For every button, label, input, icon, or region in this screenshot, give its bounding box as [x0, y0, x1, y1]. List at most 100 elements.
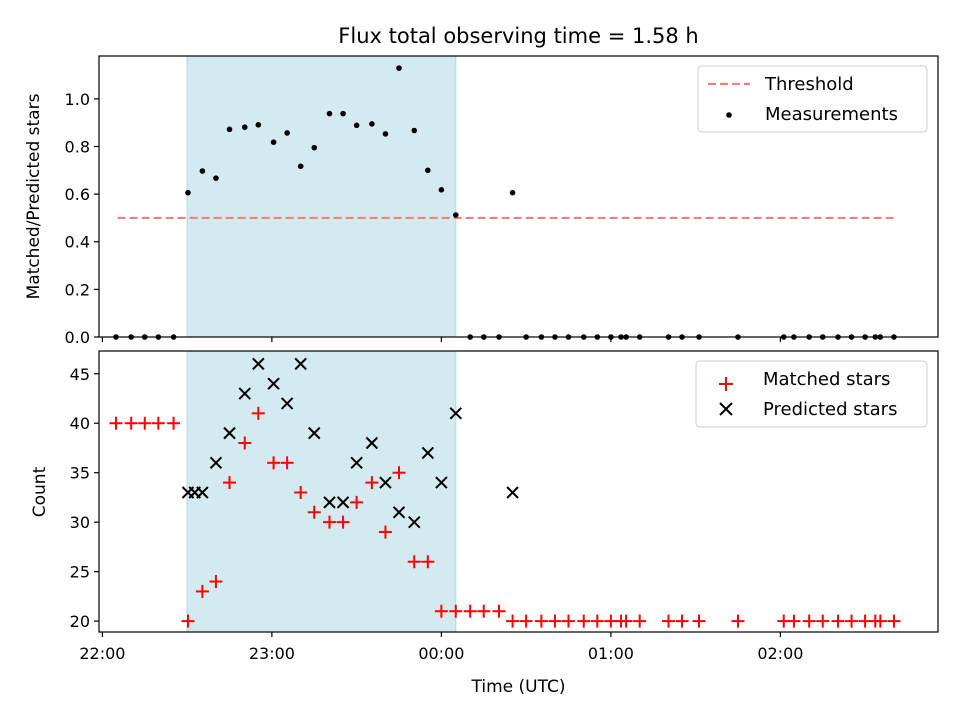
chart-title: Flux total observing time = 1.58 h: [338, 24, 698, 48]
matched-star-point: [449, 604, 463, 618]
matched-star-point: [238, 436, 252, 450]
matched-star-point: [223, 476, 237, 490]
x-axis-label: Time (UTC): [471, 677, 566, 697]
measurement-point: [326, 110, 333, 117]
matched-star-point: [251, 406, 265, 420]
matched-star-point: [109, 416, 123, 430]
y-tick-label: 0.0: [65, 328, 90, 347]
matched-star-point: [307, 505, 321, 519]
matched-star-point: [831, 614, 845, 628]
measurement-point: [452, 212, 459, 218]
matched-star-point: [323, 515, 337, 529]
x-tick-label: 23:00: [249, 644, 295, 663]
matched-star-point: [392, 466, 406, 480]
matched-star-point: [590, 614, 604, 628]
top-shaded-interval: [186, 55, 457, 338]
matched-star-point: [124, 416, 138, 430]
y-tick-label: 40: [70, 414, 90, 433]
matched-star-point: [887, 614, 901, 628]
matched-star-point: [421, 555, 435, 569]
x-tick-label: 02:00: [757, 644, 803, 663]
predicted-star-point: [408, 515, 421, 529]
matched-star-point: [434, 604, 448, 618]
predicted-star-point: [365, 436, 379, 450]
measurement-point: [226, 126, 233, 133]
y-tick-label: 0.8: [65, 137, 90, 156]
measurement-point: [199, 168, 206, 174]
y-tick-label: 35: [70, 464, 90, 483]
predicted-star-point: [421, 446, 435, 460]
y-tick-label: 30: [70, 513, 90, 532]
bottom-matched-points: [109, 406, 901, 628]
measurement-point: [509, 189, 516, 196]
y-tick-label: 25: [70, 563, 90, 582]
top-x-ticks: [101, 337, 781, 342]
top-legend-box: [697, 65, 928, 133]
predicted-star-point: [223, 426, 236, 440]
matched-star-point: [350, 495, 364, 509]
matched-star-point: [873, 614, 887, 628]
predicted-star-point: [209, 456, 223, 470]
y-tick-label: 0.6: [65, 185, 90, 204]
measurement-point: [255, 122, 262, 128]
predicted-star-point: [267, 377, 280, 390]
matched-star-point: [463, 604, 477, 618]
matched-star-point: [336, 515, 350, 529]
matched-star-point: [294, 485, 308, 499]
matched-star-point: [138, 416, 152, 430]
matched-star-point: [816, 614, 830, 628]
measurement-point: [438, 187, 445, 193]
matched-star-point: [731, 614, 745, 628]
bottom-x-axis: 22:00 23:00 00:00 01:00 02:00: [79, 632, 803, 663]
measurement-point: [213, 175, 219, 181]
matched-star-point: [378, 525, 392, 539]
bottom-legend-box: [695, 360, 928, 428]
legend-predicted-marker: [719, 402, 733, 416]
measurement-point: [340, 110, 346, 117]
bottom-y-axis-label: Count: [30, 466, 50, 517]
matched-star-point: [845, 614, 859, 628]
x-tick-label: 00:00: [418, 644, 464, 663]
matched-star-point: [675, 614, 689, 628]
matched-star-point: [548, 614, 562, 628]
bottom-y-axis: 20 25 30 35 40 45: [70, 365, 99, 631]
matched-star-point: [787, 614, 801, 628]
legend-measurement-marker: [726, 112, 732, 118]
y-tick-label: 0.4: [65, 233, 90, 252]
matched-star-point: [181, 614, 195, 628]
top-legend: Threshold Measurements: [697, 65, 928, 133]
matched-star-point: [492, 604, 506, 618]
predicted-star-point: [238, 387, 251, 400]
measurement-point: [297, 163, 304, 170]
measurement-point: [241, 124, 248, 131]
top-measurement-points: [113, 65, 897, 340]
measurement-point: [353, 122, 360, 129]
predicted-star-point: [435, 476, 448, 489]
matched-star-point: [562, 614, 576, 628]
predicted-star-point: [392, 506, 406, 519]
top-panel: 0.0 0.2 0.4 0.6 0.8 1.0 Matched/Predicted sta…: [24, 55, 939, 347]
matched-star-point: [151, 416, 165, 430]
bottom-predicted-points: [181, 357, 519, 529]
matched-star-point: [167, 416, 181, 430]
predicted-star-point: [323, 496, 336, 509]
top-plot-frame: [98, 55, 939, 338]
predicted-star-point: [506, 486, 519, 499]
matched-star-point: [280, 456, 294, 470]
measurement-point: [425, 167, 431, 174]
bottom-shaded-interval: [186, 350, 457, 633]
x-tick-label: 22:00: [79, 644, 125, 663]
top-y-axis: 0.0 0.2 0.4 0.6 0.8 1.0: [65, 90, 99, 347]
matched-star-point: [662, 614, 676, 628]
predicted-star-point: [294, 357, 307, 371]
measurement-point: [369, 121, 375, 127]
matched-star-point: [519, 614, 533, 628]
matched-star-point: [633, 614, 647, 628]
matched-star-point: [802, 614, 816, 628]
bottom-plot-frame: [98, 350, 939, 633]
y-tick-label: 45: [70, 365, 90, 384]
measurement-point: [284, 130, 290, 136]
predicted-star-point: [308, 426, 321, 440]
legend-threshold-label: Threshold: [764, 74, 854, 95]
